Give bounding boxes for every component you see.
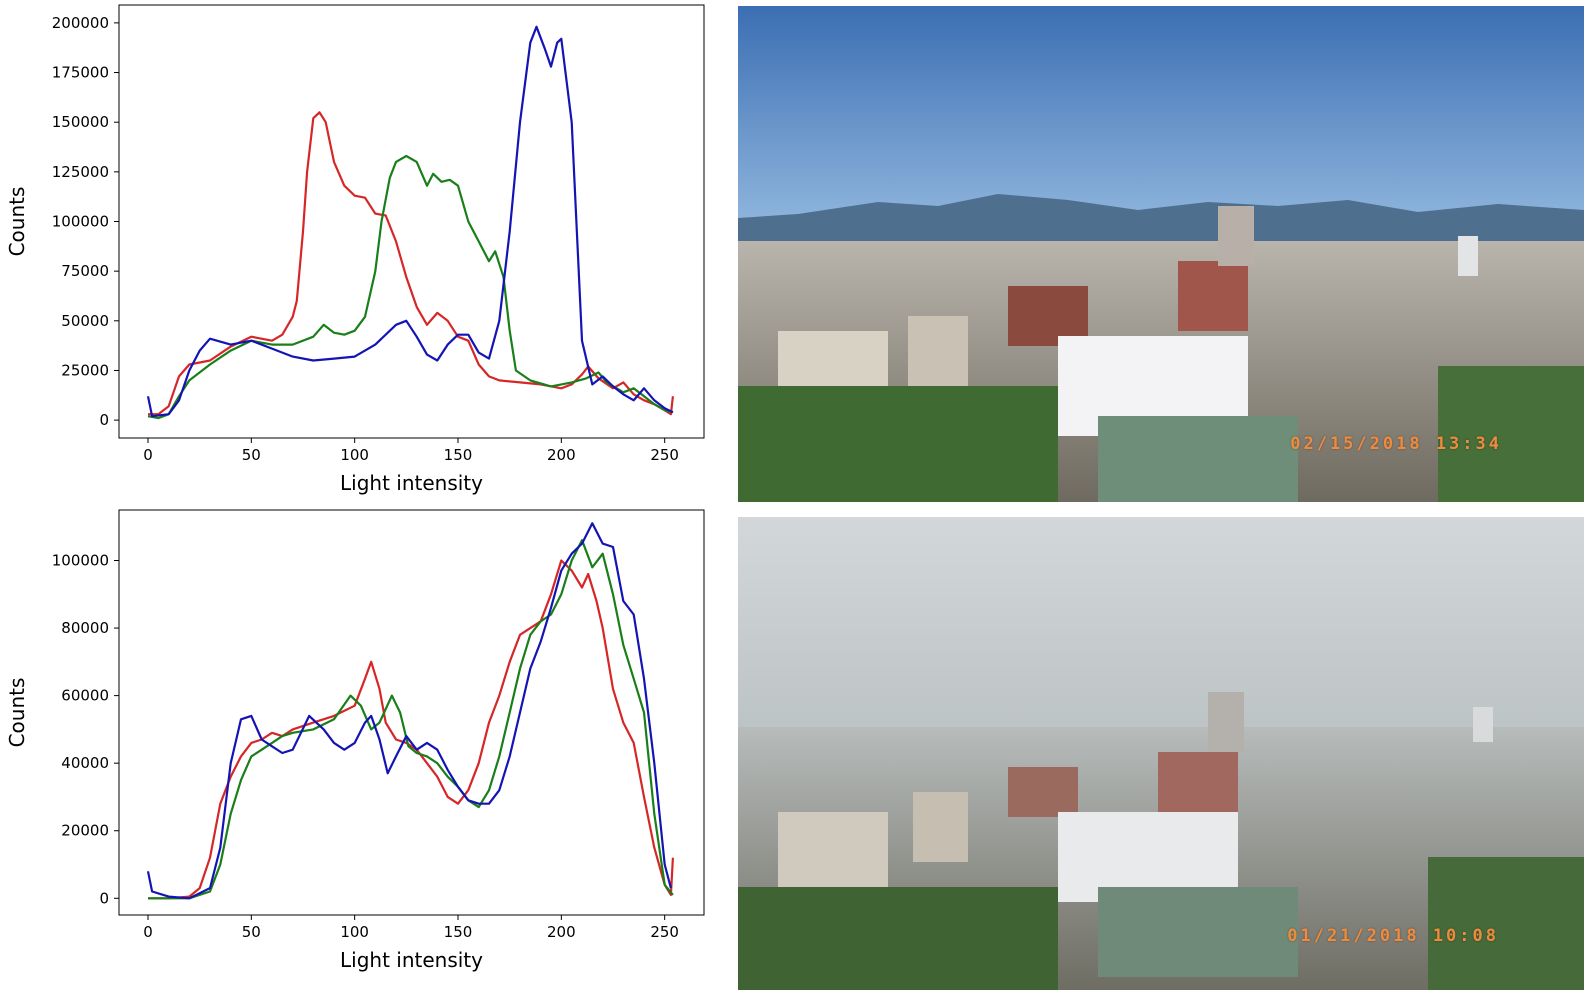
bottom-histogram-y-tick-label: 40000 bbox=[61, 754, 109, 772]
top-histogram-y-tick-label: 150000 bbox=[52, 113, 109, 131]
city-photo-hazy: 01/21/2018 10:08 bbox=[738, 517, 1584, 990]
bottom-histogram-x-tick-label: 250 bbox=[650, 923, 679, 941]
bottom-histogram-plot-frame bbox=[118, 509, 705, 916]
top-histogram-plot-frame bbox=[118, 4, 705, 439]
histogram-top: 0 50 100 150 200 250 0 25000 50000 75000 100000 125… bbox=[0, 0, 712, 500]
bottom-histogram-green-channel-line bbox=[148, 539, 674, 900]
top-histogram-y-tick-label: 100000 bbox=[52, 213, 109, 231]
bottom-histogram-red-channel-line bbox=[148, 559, 674, 900]
city-photo-clear: 02/15/2018 13:34 bbox=[738, 6, 1584, 502]
top-histogram-y-tick-label: 175000 bbox=[52, 64, 109, 82]
top-histogram-y-tick-label: 50000 bbox=[61, 312, 109, 330]
bottom-histogram-x-tick-label: 0 bbox=[143, 923, 153, 941]
bottom-histogram-x-tick-label: 200 bbox=[547, 923, 576, 941]
photo-timestamp-hazy: 01/21/2018 10:08 bbox=[1287, 926, 1499, 946]
top-histogram-green-channel-line bbox=[147, 154, 674, 420]
bottom-histogram-x-tick-label: 50 bbox=[242, 923, 261, 941]
bottom-histogram-y-tick-label: 60000 bbox=[61, 687, 109, 705]
top-histogram-x-tick-label: 150 bbox=[444, 446, 473, 464]
top-histogram-x-tick-label: 50 bbox=[242, 446, 261, 464]
top-histogram-y-tick-label: 75000 bbox=[61, 262, 109, 280]
bottom-histogram-y-tick-label: 100000 bbox=[52, 551, 109, 569]
bottom-histogram-x-tick-label: 150 bbox=[444, 923, 473, 941]
top-histogram-x-tick-label: 200 bbox=[547, 446, 576, 464]
top-histogram-y-tick-label: 125000 bbox=[52, 163, 109, 181]
city-photo-hazy-svg bbox=[738, 517, 1584, 990]
top-histogram-y-tick-label: 0 bbox=[99, 411, 109, 429]
bottom-histogram-y-tick-label: 0 bbox=[99, 889, 109, 907]
top-histogram-x-tick-label: 100 bbox=[340, 446, 369, 464]
photo-timestamp-clear: 02/15/2018 13:34 bbox=[1290, 434, 1502, 454]
top-histogram-x-axis-label: Light intensity bbox=[340, 471, 483, 495]
bottom-histogram-blue-channel-line bbox=[146, 522, 672, 900]
bottom-histogram-x-tick-label: 100 bbox=[340, 923, 369, 941]
histogram-bottom-svg: 0 50 100 150 200 250 0 20000 40000 60000 80000 1000… bbox=[5, 509, 705, 972]
top-histogram-y-tick-label: 200000 bbox=[52, 14, 109, 32]
top-histogram-y-tick-label: 25000 bbox=[61, 361, 109, 379]
top-histogram-x-tick-label: 250 bbox=[650, 446, 679, 464]
bottom-histogram-y-tick-label: 80000 bbox=[61, 619, 109, 637]
top-histogram-x-tick-label: 0 bbox=[143, 446, 153, 464]
histogram-top-svg: 0 50 100 150 200 250 0 25000 50000 75000 100000 125… bbox=[5, 4, 705, 495]
city-photo-clear-svg bbox=[738, 6, 1584, 502]
top-histogram-blue-channel-line bbox=[146, 25, 674, 418]
histogram-bottom: 0 50 100 150 200 250 0 20000 40000 60000 80000 1000… bbox=[0, 502, 712, 994]
top-histogram-y-axis-label: Counts bbox=[5, 187, 29, 257]
bottom-histogram-x-axis-label: Light intensity bbox=[340, 948, 483, 972]
bottom-histogram-y-tick-label: 20000 bbox=[61, 822, 109, 840]
bottom-histogram-y-axis-label: Counts bbox=[5, 678, 29, 748]
